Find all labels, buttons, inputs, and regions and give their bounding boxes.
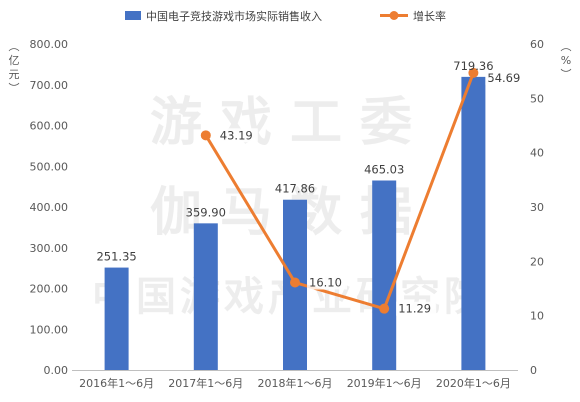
legend-marker-line [389, 11, 399, 20]
axes: 0.00 100.00 200.00 300.00 400.00 500.00 600.00… [9, 38, 572, 390]
legend: 中国电子竞技游戏市场实际销售收入 增长率 [125, 9, 446, 23]
line-point [290, 277, 300, 288]
y-right-axis-title: ︵% ︶ [561, 40, 572, 81]
bar-data-label: 251.35 [96, 250, 136, 264]
x-tick-label: 2018年1～6月 [258, 376, 333, 390]
bar-data-label: 417.86 [275, 182, 315, 196]
y-right-tick-label: 10 [530, 310, 544, 323]
legend-label-bar: 中国电子竞技游戏市场实际销售收入 [146, 9, 322, 23]
y-right-tick-label: 30 [530, 201, 544, 214]
svg-text:54.69: 54.69 [487, 71, 520, 85]
svg-text:16.10: 16.10 [309, 276, 342, 290]
bar-data-label: 359.90 [186, 205, 226, 219]
svg-text:︵亿元︶: ︵亿元︶ [9, 40, 20, 95]
legend-label-line: 增长率 [413, 9, 446, 23]
svg-text:11.29: 11.29 [398, 302, 431, 316]
y-left-tick-label: 0.00 [44, 364, 69, 377]
legend-swatch-bar [125, 11, 141, 20]
line-data-label: 43.19 [217, 128, 258, 143]
y-right-tick-label: 40 [530, 147, 544, 160]
line-point [379, 303, 390, 314]
y-left-tick-label: 600.00 [30, 120, 69, 133]
line-data-label: 11.29 [396, 301, 437, 316]
bar [461, 76, 486, 370]
svg-text:︵%︶: ︵% ︶ [561, 40, 572, 81]
svg-text:43.19: 43.19 [220, 128, 253, 142]
bar-data-label: 465.03 [364, 163, 404, 177]
line-point [468, 67, 479, 78]
y-left-tick-label: 100.00 [30, 323, 69, 336]
bar [104, 267, 129, 370]
y-right-tick-label: 0 [530, 364, 537, 377]
y-left-axis-title: ︵亿元︶ [9, 40, 20, 95]
x-tick-label: 2017年1～6月 [168, 376, 243, 390]
y-right-tick-label: 60 [530, 38, 544, 51]
y-left-tick-label: 500.00 [30, 160, 69, 173]
y-left-tick-label: 200.00 [30, 283, 69, 296]
y-right-tick-label: 20 [530, 255, 544, 268]
watermark-line-1: 伽马数据 [150, 183, 430, 243]
growth-line [204, 72, 475, 311]
line-data-label: 54.69 [485, 70, 526, 85]
bar [193, 223, 218, 370]
x-tick-label: 2016年1～6月 [79, 376, 154, 390]
bar [372, 180, 397, 370]
watermark-line-0: 游戏工委 [150, 93, 430, 153]
y-left-tick-label: 300.00 [30, 242, 69, 255]
bar-data-label: 719.36 [453, 59, 493, 73]
line-series [200, 67, 479, 314]
y-left-tick-label: 400.00 [30, 201, 69, 214]
data-labels: 251.35 359.90 417.86 465.03 719.36 43.19 16.10… [96, 59, 526, 316]
y-left-tick-label: 700.00 [30, 79, 69, 92]
x-tick-label: 2019年1～6月 [347, 376, 422, 390]
line-point [200, 130, 211, 141]
x-tick-label: 2020年1～6月 [436, 376, 511, 390]
y-right-tick-label: 50 [530, 92, 544, 105]
bar-series [104, 76, 486, 370]
y-left-tick-label: 800.00 [30, 38, 69, 51]
line-data-label: 16.10 [307, 275, 347, 290]
